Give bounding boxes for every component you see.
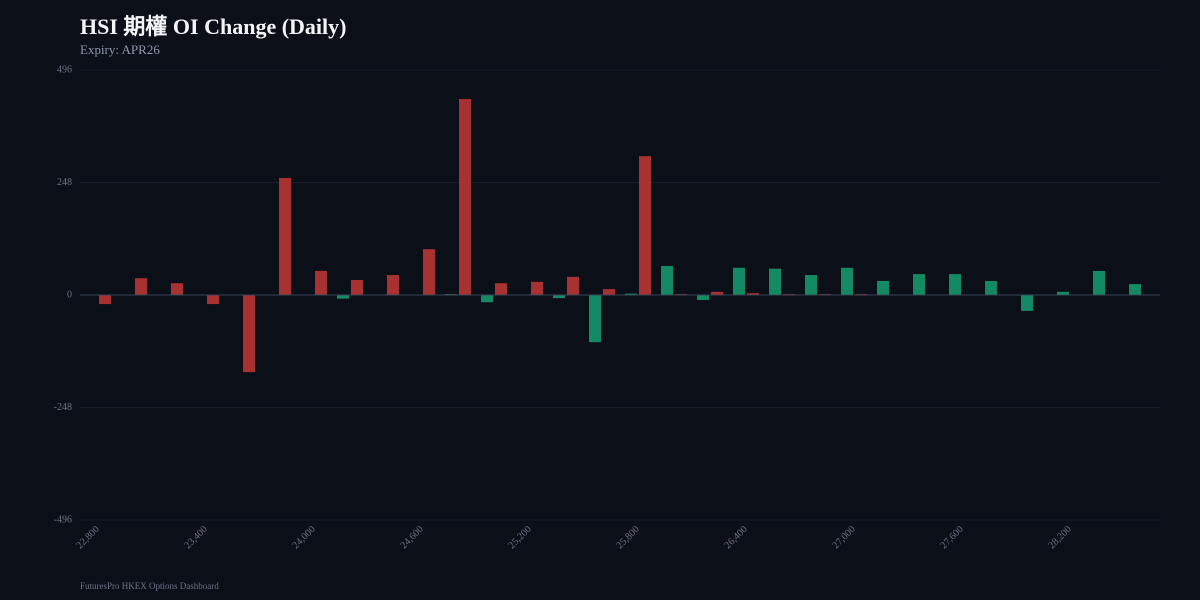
bar [243, 295, 255, 373]
x-tick-label: 22,800 [75, 524, 102, 551]
bar [99, 295, 111, 305]
bar [553, 295, 565, 299]
bar [279, 177, 291, 295]
bar [495, 283, 507, 295]
chart-title: HSI 期權 OI Change (Daily) [80, 14, 346, 39]
bar [171, 283, 183, 295]
x-tick-label: 27,000 [831, 524, 858, 551]
bar [531, 281, 543, 295]
bar [625, 293, 637, 295]
bar [603, 289, 615, 295]
bar [913, 274, 925, 295]
y-tick-label: 248 [57, 177, 72, 188]
y-tick-label: -496 [54, 514, 72, 525]
bar [639, 156, 651, 295]
bar [805, 275, 817, 295]
y-tick-label: -248 [54, 402, 72, 413]
x-tick-label: 24,000 [291, 524, 318, 551]
bar [337, 295, 349, 299]
chart-subtitle: Expiry: APR26 [80, 42, 160, 57]
y-tick-label: 496 [57, 64, 72, 75]
bar [841, 267, 853, 295]
bar [985, 280, 997, 295]
bar [1129, 284, 1141, 295]
bar [459, 99, 471, 295]
x-tick-label: 28,200 [1047, 524, 1074, 551]
x-tick-label: 25,800 [615, 524, 642, 551]
bar [567, 276, 579, 295]
bar [1021, 295, 1033, 311]
bar [661, 265, 673, 295]
x-tick-label: 27,600 [939, 524, 966, 551]
bar [589, 295, 601, 343]
bar [877, 280, 889, 295]
bar [481, 295, 493, 303]
bar [747, 293, 759, 295]
bar [387, 275, 399, 295]
footer: FuturesPro HKEX Options Dashboard [80, 581, 219, 591]
bar [207, 295, 219, 305]
bar [1093, 270, 1105, 295]
x-tick-label: 24,600 [399, 524, 426, 551]
x-tick-label: 23,400 [183, 524, 210, 551]
bar [733, 267, 745, 295]
bar [711, 291, 723, 295]
bar [351, 280, 363, 295]
bar [315, 270, 327, 295]
bar [769, 268, 781, 295]
y-tick-label: 0 [67, 289, 72, 300]
bar [949, 274, 961, 295]
bar [423, 249, 435, 295]
x-tick-label: 25,200 [507, 524, 534, 551]
x-tick-label: 26,400 [723, 524, 750, 551]
bar [697, 295, 709, 300]
bar [135, 278, 147, 295]
bar [1057, 291, 1069, 295]
